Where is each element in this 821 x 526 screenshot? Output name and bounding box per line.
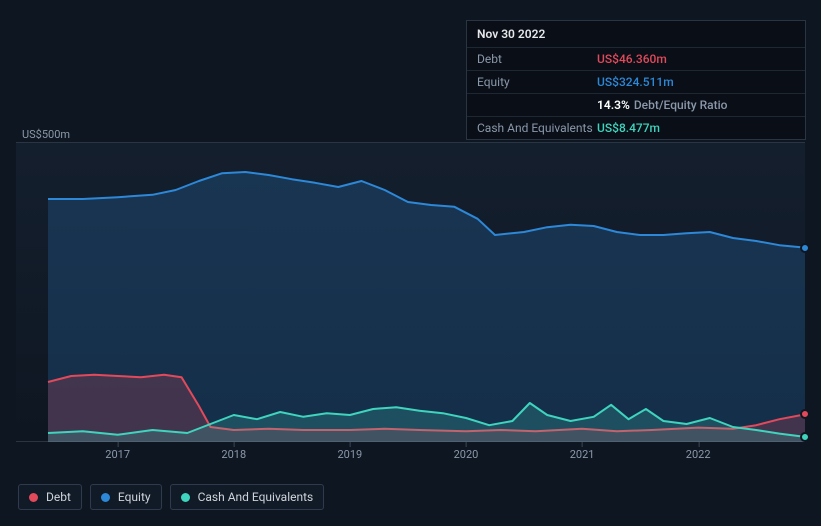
legend-label: Equity [118, 490, 151, 504]
tooltip-value: US$324.511m [597, 75, 795, 89]
x-tick: 2018 [221, 448, 246, 461]
legend-item-cash-and-equivalents[interactable]: Cash And Equivalents [170, 484, 325, 510]
x-tick: 2017 [105, 448, 130, 461]
tooltip-label: Debt [477, 52, 597, 66]
tooltip-value: US$8.477m [597, 121, 795, 135]
legend-dot-icon [101, 493, 110, 502]
chart-svg [16, 142, 805, 442]
legend-item-debt[interactable]: Debt [18, 484, 82, 510]
tooltip-row: Cash And EquivalentsUS$8.477m [467, 116, 805, 139]
tooltip-date: Nov 30 2022 [467, 21, 805, 47]
tooltip-label: Cash And Equivalents [477, 121, 597, 135]
x-axis: 2017 2018 2019 2020 2021 2022 [16, 448, 805, 464]
legend-dot-icon [181, 493, 190, 502]
tooltip-value: US$46.360m [597, 52, 795, 66]
tooltip-label [477, 98, 597, 112]
tooltip-row: 14.3%Debt/Equity Ratio [467, 93, 805, 116]
end-marker-cash-and-equivalents [800, 432, 810, 442]
tooltip-row: DebtUS$46.360m [467, 47, 805, 70]
tooltip-value: 14.3%Debt/Equity Ratio [597, 98, 795, 112]
legend-label: Cash And Equivalents [198, 490, 314, 504]
tooltip-row: EquityUS$324.511m [467, 70, 805, 93]
x-tick: 2020 [454, 448, 479, 461]
chart-legend: Debt Equity Cash And Equivalents [18, 484, 324, 510]
legend-item-equity[interactable]: Equity [90, 484, 162, 510]
financial-history-chart[interactable] [16, 142, 805, 442]
end-marker-debt [800, 409, 810, 419]
end-marker-equity [800, 243, 810, 253]
tooltip-label: Equity [477, 75, 597, 89]
legend-dot-icon [29, 493, 38, 502]
x-tick: 2019 [337, 448, 362, 461]
legend-label: Debt [46, 490, 71, 504]
x-tick: 2022 [686, 448, 711, 461]
x-tick: 2021 [570, 448, 595, 461]
chart-tooltip: Nov 30 2022 DebtUS$46.360mEquityUS$324.5… [466, 20, 806, 140]
y-axis-label: US$500m [22, 128, 70, 141]
